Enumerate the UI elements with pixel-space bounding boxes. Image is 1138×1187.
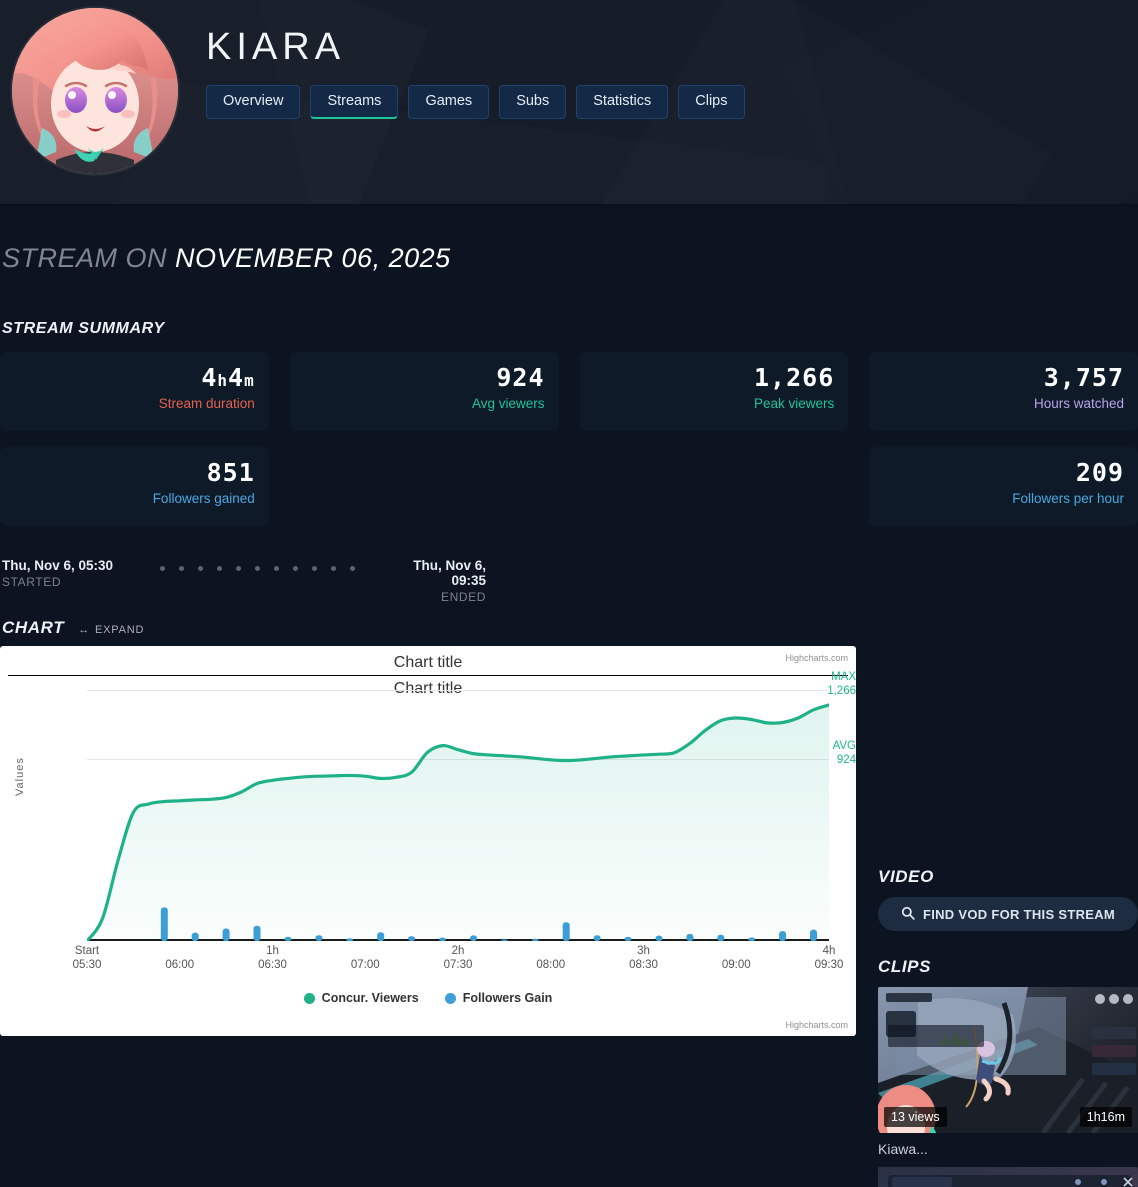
highcharts-credit-bottom: Highcharts.com [785, 1020, 848, 1030]
summary-card-duration: 4h4m Stream duration [0, 352, 269, 431]
summary-card-avg-viewers: 924 Avg viewers [289, 352, 559, 431]
concurrent-viewers-line [87, 703, 829, 941]
chart-top-divider [8, 675, 848, 676]
timeline-end-date: Thu, Nov 6, 09:35 [413, 558, 486, 588]
chart-heading: CHART [2, 618, 65, 637]
concurrent-viewers-area [87, 704, 829, 941]
summary-value: 209 [1075, 458, 1124, 487]
stream-on-prefix: STREAM ON [2, 243, 176, 273]
x-tick-label: 06:00 [165, 959, 195, 971]
stream-timeline: Thu, Nov 6, 05:30 STARTED Thu, Nov 6, 09… [0, 558, 1138, 604]
stream-summary: 4h4m Stream duration 924 Avg viewers 1,2… [0, 352, 1138, 526]
stream-date-heading: STREAM ON NOVEMBER 06, 2025 [2, 207, 1138, 274]
x-tick-label: 2h 07:30 [443, 945, 473, 971]
search-icon [901, 906, 915, 923]
viewers-followers-chart[interactable]: Highcharts.com Chart title Chart title V… [0, 646, 856, 1036]
summary-card-followers-gained: 851 Followers gained [0, 447, 269, 526]
summary-label: Followers gained [152, 491, 255, 506]
summary-label: Peak viewers [753, 396, 835, 411]
legend-label: Concur. Viewers [321, 991, 419, 1005]
x-tick-label: 09:00 [721, 959, 751, 971]
summary-row-1: 4h4m Stream duration 924 Avg viewers 1,2… [0, 352, 1138, 431]
chart-avg-annotation: AVG 924 [832, 740, 856, 766]
x-tick-label: 3h 08:30 [629, 945, 658, 971]
x-tick-label: Start 05:30 [72, 945, 102, 971]
chart-header: CHART ↔ EXPAND [2, 618, 1138, 638]
clip-duration-badge: 1h16m [1079, 1107, 1132, 1127]
clip-item-2[interactable]: 13 views 1h49m Get smooched, idiot. :x [878, 1167, 1138, 1187]
chart-title: Chart title [393, 654, 463, 671]
expand-arrows-icon: ↔ [78, 624, 90, 636]
summary-card-empty-1 [290, 447, 559, 526]
legend-item-followers-gain[interactable]: Followers Gain [444, 991, 553, 1005]
summary-label: Avg viewers [471, 396, 545, 411]
banner-divider [0, 204, 1138, 207]
summary-label: Hours watched [1033, 396, 1124, 411]
tab-clips[interactable]: Clips [678, 85, 745, 119]
timeline-end: Thu, Nov 6, 09:35 ENDED [386, 558, 486, 604]
timeline-start-date: Thu, Nov 6, 05:30 [2, 558, 114, 573]
clip-item-1[interactable]: 13 views 1h16m Kiawa... [878, 987, 1138, 1157]
summary-value: 924 [496, 363, 545, 392]
summary-card-followers-per-hour: 209 Followers per hour [869, 447, 1138, 526]
chart-legend: Concur. Viewers Followers Gain [0, 991, 856, 1005]
highcharts-credit-top: Highcharts.com [785, 653, 848, 663]
summary-value: 851 [206, 458, 255, 487]
page-title: KIARA [206, 26, 346, 68]
timeline-start: Thu, Nov 6, 05:30 STARTED [2, 558, 113, 589]
expand-chart-button[interactable]: ↔ EXPAND [78, 624, 144, 636]
summary-label: Stream duration [158, 396, 255, 411]
avatar[interactable] [12, 8, 178, 174]
x-tick-label: 1h 06:30 [258, 945, 287, 971]
chart-max-annotation: MAX 1,266 [827, 671, 856, 697]
expand-label: EXPAND [95, 624, 145, 636]
timeline-start-label: STARTED [2, 575, 62, 589]
summary-value: 3,757 [1043, 363, 1124, 392]
find-vod-button[interactable]: FIND VOD FOR THIS STREAM [878, 897, 1138, 931]
chart-subtitle: Chart title [393, 680, 463, 697]
tab-overview[interactable]: Overview [206, 85, 301, 119]
legend-label: Followers Gain [462, 991, 553, 1005]
legend-item-concurrent-viewers[interactable]: Concur. Viewers [303, 991, 419, 1005]
clip-views-badge: 13 views [884, 1107, 947, 1127]
clip-title[interactable]: Kiawa... [878, 1141, 928, 1157]
summary-value: 4h4m [201, 363, 255, 392]
clip-thumbnail[interactable]: 13 views 1h16m [878, 987, 1138, 1133]
tab-games[interactable]: Games [408, 85, 490, 119]
timeline-end-label: ENDED [440, 590, 486, 604]
legend-marker-icon [303, 992, 315, 1004]
chart-series-svg [87, 703, 829, 941]
legend-marker-icon [444, 992, 456, 1004]
summary-label: Followers per hour [1012, 491, 1124, 506]
tab-subs[interactable]: Subs [499, 85, 567, 119]
profile-banner: KIARA Overview Streams Games Subs Statis… [0, 0, 1138, 207]
timeline-dots [160, 566, 355, 571]
summary-card-hours-watched: 3,757 Hours watched [869, 352, 1138, 431]
right-sidebar: VIDEO FIND VOD FOR THIS STREAM CLIPS [878, 867, 1138, 1187]
x-tick-label: 07:00 [350, 959, 380, 971]
chart-plot-area [87, 680, 829, 941]
chart-region: Highcharts.com Chart title Chart title V… [0, 646, 1138, 1036]
summary-heading: STREAM SUMMARY [2, 320, 165, 337]
main-content: STREAM ON NOVEMBER 06, 2025 STREAM SUMMA… [0, 207, 1138, 1187]
summary-card-peak-viewers: 1,266 Peak viewers [579, 352, 849, 431]
find-vod-label: FIND VOD FOR THIS STREAM [922, 906, 1116, 922]
x-tick-label: 08:00 [536, 959, 566, 971]
chart-y-axis-label: Values [14, 757, 26, 796]
video-heading: VIDEO [878, 867, 934, 886]
summary-value: 1,266 [753, 363, 835, 392]
tab-statistics[interactable]: Statistics [576, 85, 669, 119]
clips-heading: CLIPS [878, 957, 932, 976]
profile-tabs: Overview Streams Games Subs Statistics C… [206, 85, 745, 119]
tab-streams[interactable]: Streams [310, 85, 399, 119]
x-tick-label: 4h 09:30 [814, 945, 844, 971]
summary-card-empty-2 [580, 447, 849, 526]
clip-thumbnail[interactable]: 13 views 1h49m [878, 1167, 1138, 1187]
gridline-max [87, 690, 829, 691]
stream-on-date: NOVEMBER 06, 2025 [175, 243, 451, 273]
summary-row-2: 851 Followers gained 209 Followers per h… [0, 447, 1138, 526]
